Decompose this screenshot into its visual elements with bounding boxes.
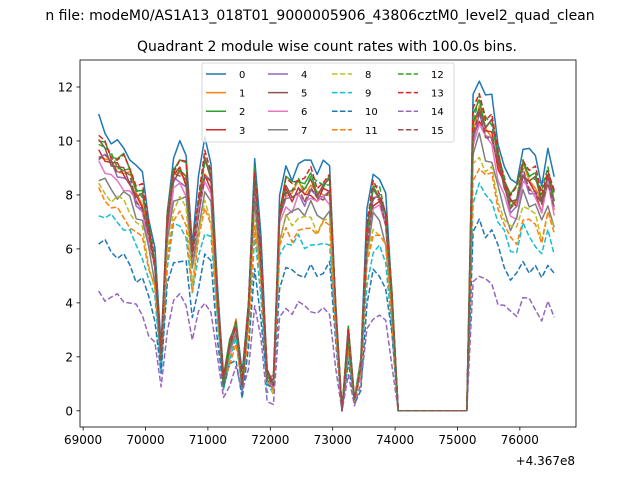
- legend-label-0: 0: [239, 70, 245, 81]
- series-line-8: [98, 156, 555, 412]
- legend-label-3: 3: [239, 126, 245, 137]
- x-offset-label: +4.367e8: [516, 454, 575, 468]
- y-tick-label: 10: [58, 134, 73, 148]
- x-tick-label: 73000: [314, 433, 352, 447]
- series-line-4: [98, 112, 555, 412]
- legend-box: [201, 62, 455, 143]
- series-line-6: [98, 123, 555, 412]
- legend-label-2: 2: [239, 107, 245, 118]
- series-line-5: [98, 108, 555, 412]
- legend-label-4: 4: [301, 70, 307, 81]
- y-tick-label: 6: [65, 242, 73, 256]
- legend-label-13: 13: [431, 89, 444, 100]
- series-line-11: [98, 167, 555, 412]
- series-line-14: [98, 275, 555, 412]
- series-line-0: [97, 80, 555, 412]
- legend-label-15: 15: [431, 126, 444, 137]
- legend-label-9: 9: [365, 89, 371, 100]
- series-line-15: [98, 110, 555, 412]
- figure-suptitle: n file: modeM0/AS1A13_018T01_9000005906_…: [45, 8, 594, 24]
- plot-area: 69000 70000 71000 72000 73000 74000 75000 76000…: [58, 59, 577, 447]
- y-tick-label: 4: [65, 296, 73, 310]
- legend-label-10: 10: [365, 107, 378, 118]
- legend-label-5: 5: [301, 89, 307, 100]
- legend-label-1: 1: [239, 89, 245, 100]
- series-line-3: [98, 120, 555, 412]
- y-tick-label: 12: [58, 80, 73, 94]
- x-tick-label: 75000: [438, 433, 476, 447]
- x-tick-label: 74000: [376, 433, 414, 447]
- y-tick-label: 0: [65, 404, 73, 418]
- axes-frame: [79, 59, 577, 428]
- series-line-13: [98, 92, 555, 412]
- x-tick-label: 76000: [501, 433, 539, 447]
- legend-label-14: 14: [431, 107, 444, 118]
- legend-label-6: 6: [301, 107, 307, 118]
- x-tick-label: 71000: [189, 433, 227, 447]
- y-tick-label: 8: [65, 188, 73, 202]
- series-line-9: [98, 182, 555, 412]
- legend-label-11: 11: [365, 126, 378, 137]
- series-line-12: [98, 94, 555, 412]
- legend-label-7: 7: [301, 126, 307, 137]
- legend-label-12: 12: [431, 70, 444, 81]
- series-line-7: [98, 132, 555, 412]
- chart-title: Quadrant 2 module wise count rates with …: [137, 39, 517, 55]
- legend-label-8: 8: [365, 70, 371, 81]
- x-tick-label: 72000: [251, 433, 289, 447]
- y-tick-label: 2: [65, 350, 73, 364]
- series-line-10: [98, 218, 555, 412]
- x-tick-label: 70000: [126, 433, 164, 447]
- x-tick-label: 69000: [64, 433, 102, 447]
